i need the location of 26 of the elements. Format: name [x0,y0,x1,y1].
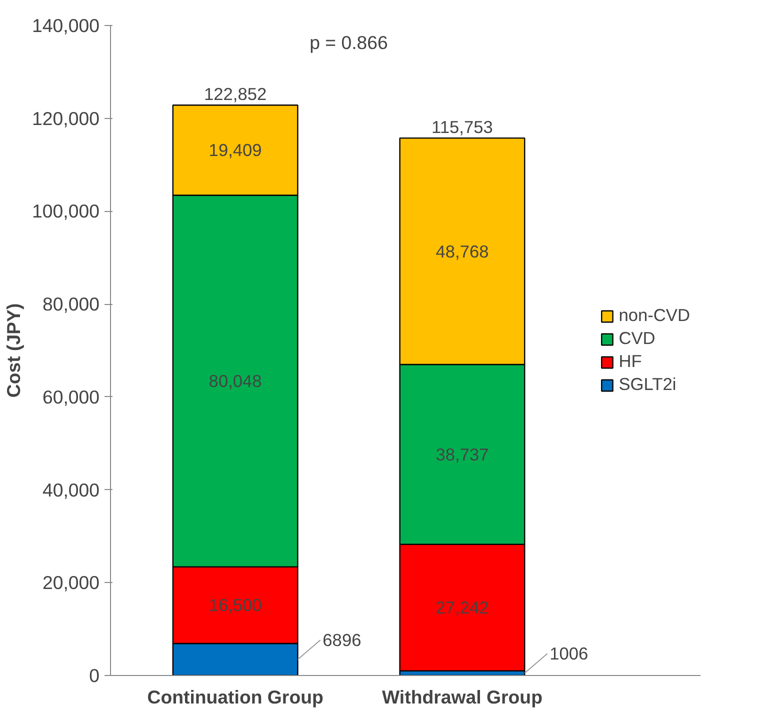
x-tick-label: Continuation Group [147,686,324,708]
y-tick-label: 40,000 [42,479,100,500]
data-label: 16,500 [208,595,262,616]
y-tick-label: 140,000 [32,15,100,36]
y-tick-label: 0 [89,665,100,686]
y-axis-title: Cost (JPY) [3,303,24,398]
legend-label: HF [618,351,642,372]
y-tick-label: 20,000 [42,572,100,594]
data-label: 6896 [322,630,362,650]
data-label: 1006 [550,644,588,664]
data-label: 80,048 [208,371,262,392]
total-label: 115,753 [432,116,493,137]
y-tick-label: 60,000 [42,386,100,408]
legend-label: non-CVD [618,305,690,326]
data-label: 27,242 [436,598,489,618]
data-label: 19,409 [208,140,262,160]
y-tick-label: 80,000 [42,294,100,315]
legend-label: CVD [618,328,656,349]
x-tick-label: Withdrawal Group [382,686,542,708]
annotation: p = 0.866 [310,32,388,53]
legend-label: SGLT2i [618,374,676,395]
total-label: 122,852 [204,84,267,104]
y-tick-label: 100,000 [32,200,100,222]
y-tick-label: 120,000 [32,108,100,129]
data-label: 48,768 [436,241,489,262]
data-label: 38,737 [436,444,489,464]
